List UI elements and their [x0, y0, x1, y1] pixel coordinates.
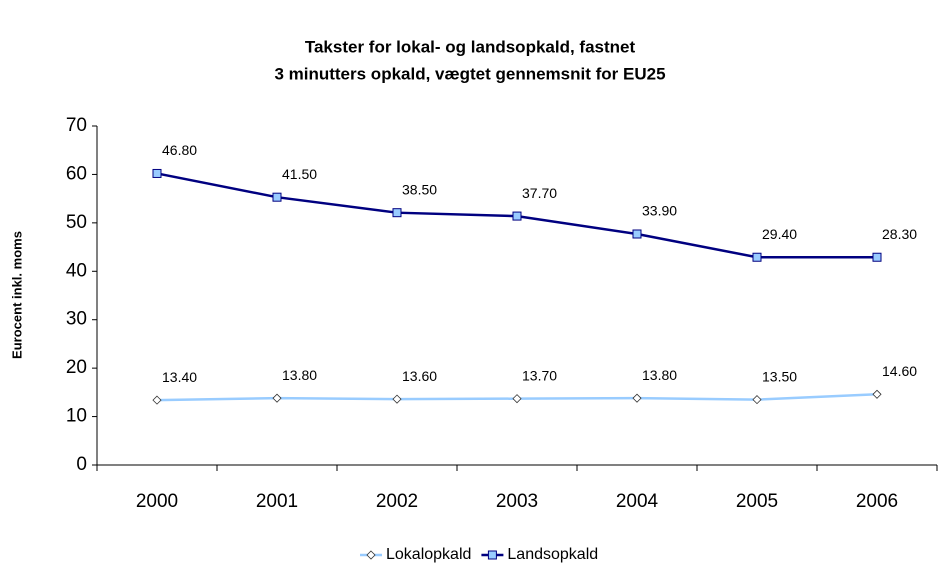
x-tick-label: 2004	[616, 491, 659, 512]
data-label: 13.50	[762, 368, 797, 384]
x-tick-label: 2002	[376, 491, 418, 512]
y-tick-label: 60	[66, 163, 87, 184]
y-tick-label: 70	[66, 115, 87, 136]
chart-title: Takster for lokal- og landsopkald, fastn…	[305, 37, 636, 56]
data-label: 13.80	[642, 367, 677, 383]
point	[632, 229, 642, 239]
x-tick-label: 2001	[256, 491, 298, 512]
point	[752, 395, 762, 405]
data-label: 29.40	[762, 226, 797, 242]
x-tick-label: 2005	[736, 491, 778, 512]
y-tick-label: 50	[66, 212, 87, 233]
point	[512, 394, 522, 404]
point	[632, 393, 642, 403]
point	[152, 395, 162, 405]
y-tick-label: 0	[76, 454, 87, 475]
point	[512, 211, 522, 221]
data-label: 28.30	[882, 226, 917, 242]
point	[152, 168, 162, 178]
legend-marker	[366, 550, 376, 560]
data-label: 13.40	[162, 369, 197, 385]
chart-subtitle: 3 minutters opkald, vægtet gennemsnit fo…	[274, 64, 665, 83]
x-tick-label: 2003	[496, 491, 538, 512]
legend-label: Lokalopkald	[386, 546, 471, 563]
y-tick-label: 20	[66, 357, 87, 378]
y-tick-label: 10	[66, 406, 87, 427]
point	[392, 208, 402, 218]
x-tick-label: 2000	[136, 491, 178, 512]
point	[392, 394, 402, 404]
legend-label: Landsopkald	[507, 546, 598, 563]
point	[272, 192, 282, 202]
data-label: 38.50	[402, 181, 437, 197]
data-label: 37.70	[522, 185, 557, 201]
data-label: 14.60	[882, 363, 917, 379]
data-label: 13.70	[522, 367, 557, 383]
legend-marker	[487, 550, 497, 560]
y-tick-label: 40	[66, 260, 87, 281]
point	[872, 252, 882, 262]
x-tick-label: 2006	[856, 491, 898, 512]
data-label: 41.50	[282, 166, 317, 182]
y-axis-label: Eurocent inkl. moms	[9, 231, 24, 359]
data-label: 13.60	[402, 368, 437, 384]
point	[272, 393, 282, 403]
point	[872, 389, 882, 399]
point	[752, 252, 762, 262]
data-label: 13.80	[282, 367, 317, 383]
data-label: 46.80	[162, 142, 197, 158]
data-label: 33.90	[642, 203, 677, 219]
y-tick-label: 30	[66, 309, 87, 330]
